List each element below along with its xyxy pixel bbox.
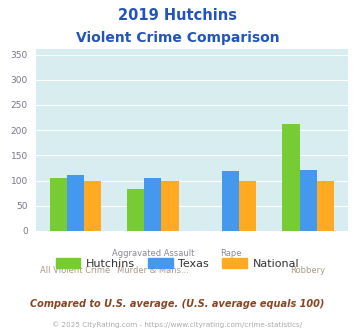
- Bar: [222, 171, 239, 231]
- Bar: [300, 170, 317, 231]
- Text: All Violent Crime: All Violent Crime: [40, 266, 110, 275]
- Text: © 2025 CityRating.com - https://www.cityrating.com/crime-statistics/: © 2025 CityRating.com - https://www.city…: [53, 322, 302, 328]
- Bar: [67, 175, 84, 231]
- Text: Violent Crime Comparison: Violent Crime Comparison: [76, 31, 279, 45]
- Bar: [50, 178, 67, 231]
- Bar: [84, 181, 101, 231]
- Text: Rape: Rape: [220, 249, 241, 258]
- Text: Robbery: Robbery: [290, 266, 326, 275]
- Legend: Hutchins, Texas, National: Hutchins, Texas, National: [51, 254, 304, 273]
- Text: 2019 Hutchins: 2019 Hutchins: [118, 8, 237, 23]
- Bar: [127, 189, 144, 231]
- Bar: [144, 178, 162, 231]
- Text: Aggravated Assault: Aggravated Assault: [112, 249, 194, 258]
- Bar: [283, 124, 300, 231]
- Text: Murder & Mans...: Murder & Mans...: [117, 266, 189, 275]
- Text: Compared to U.S. average. (U.S. average equals 100): Compared to U.S. average. (U.S. average …: [30, 299, 325, 309]
- Bar: [317, 181, 334, 231]
- Bar: [239, 181, 256, 231]
- Bar: [162, 181, 179, 231]
